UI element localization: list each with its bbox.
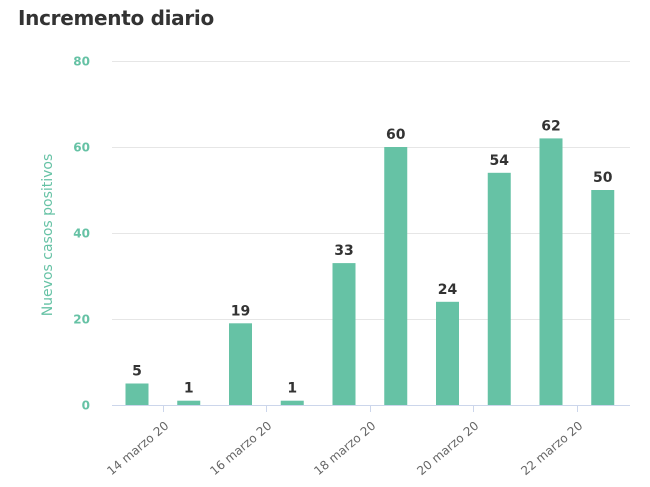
bar[interactable] [332,263,356,405]
bar[interactable] [539,138,563,405]
y-tick-label: 40 [73,227,90,241]
data-label: 62 [541,118,560,134]
bar-series [125,138,615,406]
bar[interactable] [280,400,304,405]
data-labels: 5 1 19 1 33 60 24 54 62 50 [132,118,613,396]
x-tick-label: 14 marzo 20 [104,419,171,478]
data-label: 1 [287,381,297,397]
data-label: 1 [184,381,194,397]
data-label: 50 [593,170,613,186]
bar[interactable] [591,190,615,405]
chart-title: Incremento diario [18,6,214,30]
data-label: 19 [231,303,250,319]
bar[interactable] [229,323,252,405]
x-tick-label: 20 marzo 20 [414,419,481,478]
data-label: 5 [132,364,142,380]
x-tick-label: 22 marzo 20 [518,419,585,478]
x-tick-label: 16 marzo 20 [207,419,274,478]
data-label: 54 [490,153,510,169]
bar[interactable] [384,147,408,405]
y-tick-label: 0 [82,399,90,413]
x-tick-label: 18 marzo 20 [311,419,378,478]
y-tick-label: 80 [73,55,90,69]
y-tick-label: 20 [73,313,90,327]
bar[interactable] [436,301,459,405]
data-label: 33 [334,243,353,259]
bar[interactable] [125,383,149,406]
y-axis-title: Nuevos casos positivos [40,154,56,317]
bar[interactable] [177,400,201,405]
data-label: 60 [386,127,406,143]
bar[interactable] [487,172,511,405]
data-label: 24 [438,282,458,298]
y-tick-label: 60 [73,141,90,155]
